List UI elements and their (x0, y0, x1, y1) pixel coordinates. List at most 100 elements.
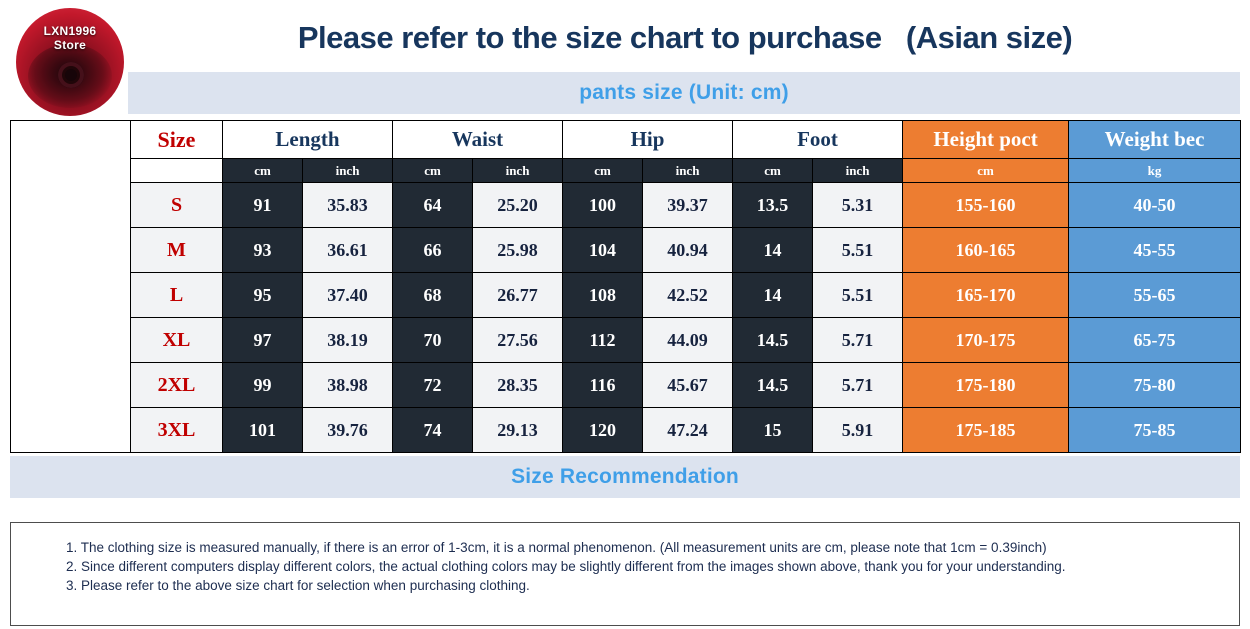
table-cell-height: 155-160 (902, 182, 1070, 228)
col-header-height: Height poct (902, 120, 1070, 159)
table-cell: 68 (392, 272, 473, 318)
col-header-weight: Weight bec (1068, 120, 1242, 159)
table-cell: 47.24 (641, 407, 734, 453)
table-cell: 25.20 (472, 182, 563, 228)
size-value: XL (130, 317, 223, 363)
table-cell-weight: 75-85 (1068, 407, 1242, 453)
table-cell: 28.35 (472, 362, 563, 408)
table-row-m: M 93 36.61 66 25.98 104 40.94 14 5.51 16… (11, 227, 1242, 273)
col-header-waist: Waist (392, 120, 563, 159)
notes-box: 1. The clothing size is measured manuall… (10, 522, 1240, 626)
table-cell: 97 (222, 317, 303, 363)
table-cell: 104 (562, 227, 643, 273)
section-banner-pants-size: pants size (Unit: cm) (128, 72, 1240, 114)
table-cell: 14 (732, 227, 814, 273)
table-cell: 5.91 (812, 407, 904, 453)
size-value: L (130, 272, 223, 318)
table-cell: 112 (562, 317, 643, 363)
table-cell-height: 170-175 (902, 317, 1070, 363)
table-cell: 74 (392, 407, 473, 453)
note-line-1: 1. The clothing size is measured manuall… (66, 540, 1047, 555)
table-cell: 38.19 (302, 317, 393, 363)
table-cell: 101 (222, 407, 303, 453)
unit-cell: cm (562, 158, 643, 183)
table-cell-weight: 40-50 (1068, 182, 1242, 228)
table-cell: 37.40 (302, 272, 393, 318)
col-header-foot: Foot (732, 120, 904, 159)
table-cell: 35.83 (302, 182, 393, 228)
table-units-row: cm inch cm inch cm inch cm inch cm kg (11, 158, 1242, 183)
camera-lens-icon (58, 62, 84, 88)
table-cell: 99 (222, 362, 303, 408)
table-cell: 38.98 (302, 362, 393, 408)
unit-cell: inch (302, 158, 393, 183)
unit-cell-weight: kg (1068, 158, 1242, 183)
unit-cell: inch (472, 158, 563, 183)
size-chart-table: Size Length Waist Hip Foot Height poct W… (10, 120, 1242, 453)
store-name: LXN1996 (43, 24, 97, 38)
unit-cell: inch (641, 158, 734, 183)
table-cell-height: 175-185 (902, 407, 1070, 453)
table-cell: 100 (562, 182, 643, 228)
table-cell: 26.77 (472, 272, 563, 318)
page-title: Please refer to the size chart to purcha… (297, 20, 1073, 55)
table-cell: 95 (222, 272, 303, 318)
section-banner-size-recommendation: Size Recommendation (10, 456, 1240, 498)
table-cell: 14 (732, 272, 814, 318)
note-line-2: 2. Since different computers display dif… (66, 559, 1066, 574)
table-cell: 27.56 (472, 317, 563, 363)
table-row-3xl: 3XL 101 39.76 74 29.13 120 47.24 15 5.91… (11, 407, 1242, 453)
table-row-l: L 95 37.40 68 26.77 108 42.52 14 5.51 16… (11, 272, 1242, 318)
table-row-s: S 91 35.83 64 25.20 100 39.37 13.5 5.31 … (11, 182, 1242, 228)
col-header-hip: Hip (561, 120, 734, 159)
table-cell: 39.37 (641, 182, 734, 228)
header: LXN1996 Store Please refer to the size c… (0, 0, 1250, 120)
table-left-gutter (10, 120, 131, 453)
table-cell: 42.52 (641, 272, 734, 318)
note-line-3: 3. Please refer to the above size chart … (66, 578, 530, 593)
table-cell: 66 (392, 227, 473, 273)
table-cell: 91 (222, 182, 303, 228)
table-cell: 40.94 (641, 227, 734, 273)
table-cell: 25.98 (472, 227, 563, 273)
size-value: 3XL (130, 407, 223, 453)
table-cell: 5.71 (812, 317, 904, 363)
table-cell-height: 160-165 (902, 227, 1070, 273)
store-logo: LXN1996 Store (16, 8, 124, 116)
table-cell: 15 (732, 407, 814, 453)
table-cell-height: 165-170 (902, 272, 1070, 318)
table-cell: 14.5 (732, 362, 814, 408)
table-cell: 5.31 (812, 182, 904, 228)
units-blank-cell (130, 158, 223, 183)
table-cell: 108 (562, 272, 643, 318)
table-cell: 72 (392, 362, 473, 408)
unit-cell: inch (812, 158, 904, 183)
table-row-2xl: 2XL 99 38.98 72 28.35 116 45.67 14.5 5.7… (11, 362, 1242, 408)
col-header-length: Length (222, 120, 393, 159)
table-cell-weight: 65-75 (1068, 317, 1242, 363)
table-cell: 13.5 (732, 182, 814, 228)
store-name-2: Store (53, 38, 87, 52)
table-cell: 5.51 (812, 272, 904, 318)
store-logo-text: LXN1996 Store (16, 24, 124, 52)
table-header-row: Size Length Waist Hip Foot Height poct W… (10, 120, 1242, 453)
unit-cell: cm (222, 158, 303, 183)
unit-cell-height: cm (902, 158, 1070, 183)
table-cell: 44.09 (641, 317, 734, 363)
table-cell: 93 (222, 227, 303, 273)
table-cell: 64 (392, 182, 473, 228)
table-cell: 5.71 (812, 362, 904, 408)
table-cell: 116 (562, 362, 643, 408)
table-cell: 120 (562, 407, 643, 453)
table-cell: 36.61 (302, 227, 393, 273)
unit-cell: cm (392, 158, 473, 183)
table-cell: 14.5 (732, 317, 814, 363)
table-cell-weight: 55-65 (1068, 272, 1242, 318)
table-cell: 29.13 (472, 407, 563, 453)
size-value: M (130, 227, 223, 273)
size-value: S (130, 182, 223, 228)
unit-cell: cm (732, 158, 814, 183)
col-header-size: Size (130, 120, 223, 159)
table-cell: 45.67 (641, 362, 734, 408)
